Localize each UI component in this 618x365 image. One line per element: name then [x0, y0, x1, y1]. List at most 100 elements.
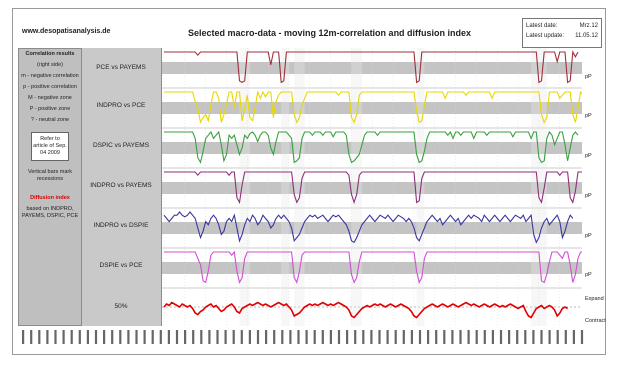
x-tick-label — [224, 330, 227, 344]
x-tick-label — [548, 330, 551, 344]
latest-date-value: Mrz.12 — [579, 23, 598, 29]
x-tick-label — [184, 330, 187, 344]
x-tick-label — [281, 330, 284, 344]
legend-line: M - negative zone — [28, 95, 72, 101]
x-tick-label — [78, 330, 81, 344]
x-tick-label — [427, 330, 430, 344]
legend-line: m - negative correlation — [21, 73, 79, 79]
x-tick-label — [111, 330, 114, 344]
latest-update-label: Latest update: — [526, 33, 565, 39]
x-tick-label — [410, 330, 413, 344]
series-line-5 — [164, 250, 582, 284]
x-tick-label — [151, 330, 154, 344]
status-indpro-pce: pP — [585, 113, 592, 119]
x-tick-label — [175, 330, 179, 344]
chart-title: Selected macro-data - moving 12m-correla… — [188, 28, 472, 38]
x-tick-label — [386, 330, 389, 344]
x-tick-label — [232, 330, 235, 344]
series-line-1 — [164, 89, 582, 125]
x-tick-label — [143, 330, 146, 344]
series-label-indpro-dspie: INDPRO vs DSPIE — [93, 222, 149, 229]
status-indpro-payems: pP — [585, 193, 592, 199]
bars-note: Vertical bars mark recessions — [27, 169, 72, 182]
x-tick-label — [532, 330, 535, 344]
legend-line: P - positive zone — [29, 106, 71, 112]
series-line-4 — [163, 211, 574, 244]
legend-panel: Correlation results (right side) m - neg… — [18, 48, 82, 326]
x-tick-label — [54, 330, 57, 344]
recession-bar — [294, 48, 305, 326]
x-tick-label — [289, 330, 292, 344]
recession-bar — [239, 48, 250, 326]
diffusion-note: based on INDPRO, PAYEMS, DSPIC, PCE — [21, 206, 79, 219]
recession-bar — [281, 48, 289, 326]
diffusion-50-label: 50% — [114, 303, 128, 310]
x-tick-label — [22, 330, 25, 344]
x-tick-label — [265, 330, 268, 344]
recession-bar — [351, 48, 362, 326]
x-tick-label — [216, 330, 219, 344]
status-indpro-dspie: pP — [585, 233, 592, 239]
x-tick-label — [240, 330, 243, 344]
zone-band — [162, 262, 582, 274]
x-tick-label — [394, 330, 397, 344]
x-tick-label — [572, 330, 575, 344]
x-tick-label — [435, 330, 438, 344]
series-label-column — [82, 48, 162, 326]
chart-plot — [162, 48, 582, 326]
x-tick-label — [297, 330, 300, 344]
x-tick-label — [556, 330, 559, 344]
legend-line: p - positive correlation — [23, 84, 77, 90]
x-tick-label — [46, 330, 49, 344]
x-tick-label — [524, 330, 527, 344]
expand-label: Expand — [585, 296, 604, 302]
x-tick-label — [337, 330, 341, 344]
x-tick-label — [451, 330, 454, 344]
series-line-2 — [164, 130, 579, 164]
x-tick-label — [273, 330, 276, 344]
x-tick-label — [127, 330, 130, 344]
series-label-dspic-payems: DSPIC vs PAYEMS — [92, 142, 150, 149]
x-tick-label — [467, 330, 470, 344]
x-tick-label — [30, 330, 33, 344]
series-label-indpro-payems: INDPRO vs PAYEMS — [90, 182, 152, 189]
series-label-indpro-pce: INDPRO vs PCE — [96, 102, 146, 109]
diffusion-line — [163, 301, 568, 319]
zone-band — [162, 222, 582, 234]
x-tick-label — [200, 330, 203, 344]
x-tick-label — [86, 330, 89, 344]
x-tick-label — [305, 330, 308, 344]
x-tick-label — [103, 330, 106, 344]
series-line-0 — [164, 50, 579, 84]
zone-band — [162, 62, 582, 74]
contract-label: Contract — [585, 318, 606, 324]
x-tick-label — [540, 330, 543, 344]
series-line-3 — [164, 171, 582, 205]
x-tick-label — [159, 330, 162, 344]
x-tick-label — [483, 330, 486, 344]
x-tick-label — [192, 330, 195, 344]
legend-line: ? - neutral zone — [30, 117, 70, 123]
series-label-dspie-pce: DSPIE vs PCE — [99, 262, 143, 269]
x-tick-label — [402, 330, 405, 344]
x-tick-label — [354, 330, 357, 344]
date-box: Latest date: Mrz.12 Latest update: 11.05.1… — [522, 18, 602, 48]
x-tick-label — [248, 330, 251, 344]
x-tick-label — [70, 330, 73, 344]
x-tick-label — [499, 330, 503, 344]
latest-date-label: Latest date: — [526, 23, 558, 29]
x-tick-label — [313, 330, 316, 344]
x-tick-label — [94, 330, 98, 344]
x-tick-label — [346, 330, 349, 344]
x-tick-label — [564, 330, 567, 344]
zone-band — [162, 142, 582, 154]
zone-band — [162, 182, 582, 194]
series-label-pce-payems: PCE vs PAYEMS — [96, 64, 146, 71]
latest-update-value: 11.05.12 — [575, 33, 598, 39]
x-tick-label — [62, 330, 65, 344]
status-dspie-pce: pP — [585, 272, 592, 278]
legend-title: Correlation results — [25, 51, 75, 57]
x-tick-label — [208, 330, 211, 344]
x-tick-label — [378, 330, 381, 344]
x-tick-label — [580, 330, 584, 344]
